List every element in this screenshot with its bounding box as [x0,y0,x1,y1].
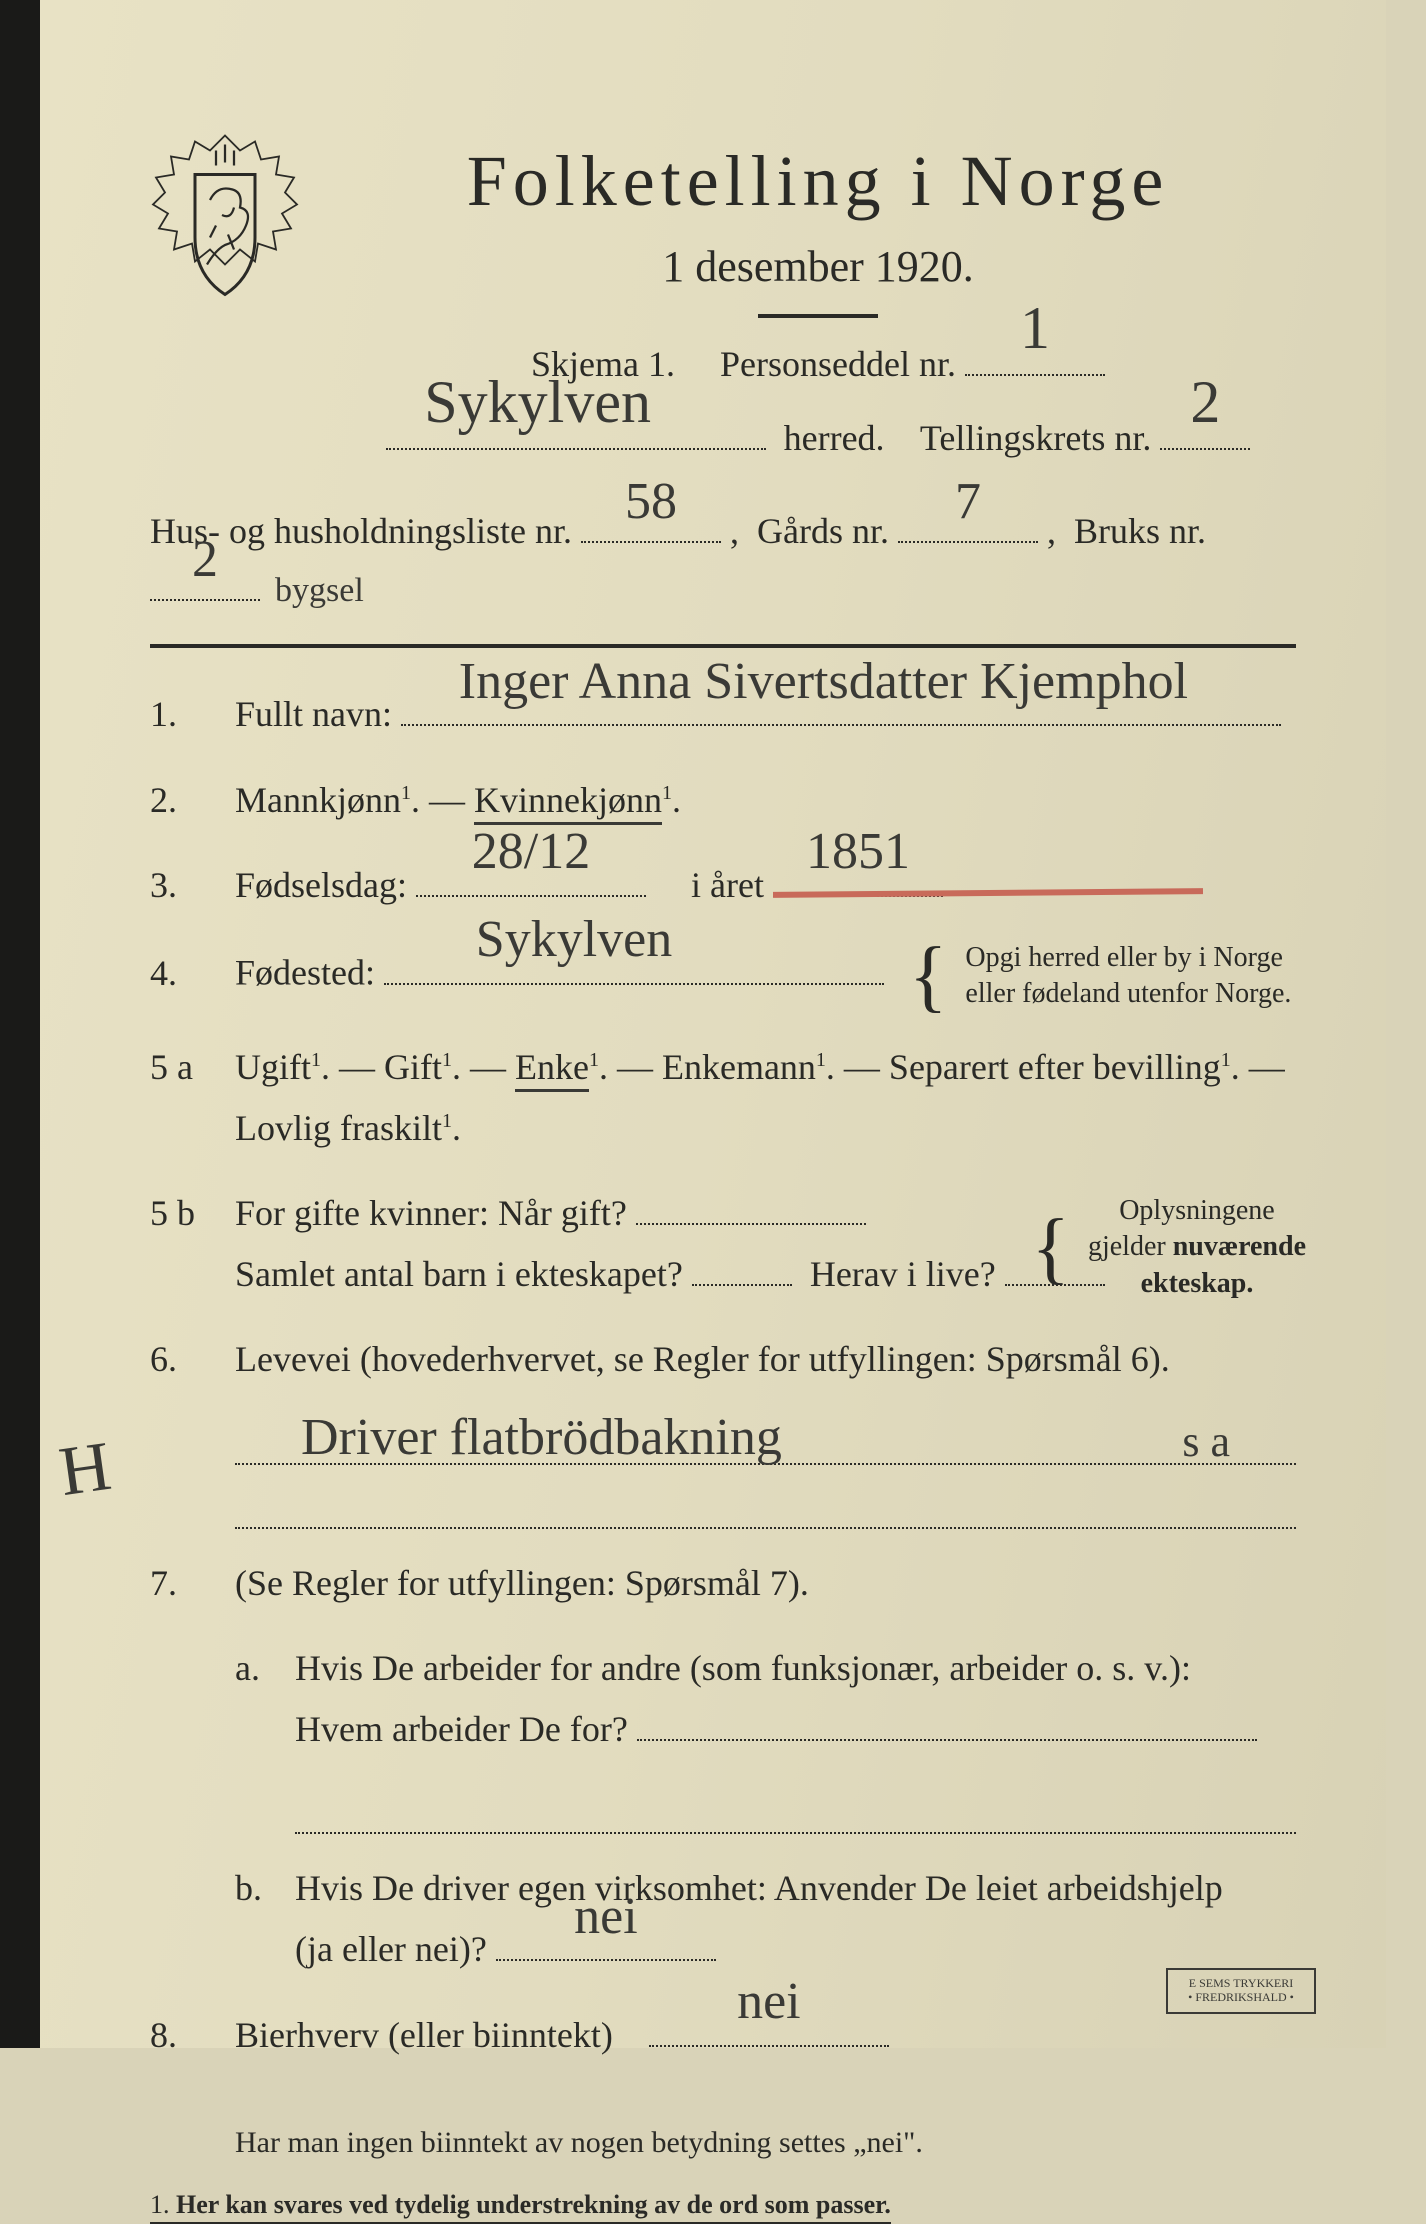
q5a: 5 a Ugift1. — Gift1. — Enke1. — Enkemann… [150,1037,1296,1159]
q1-label: Fullt navn: [235,694,392,734]
q2-num: 2. [150,770,235,831]
q5b-num: 5 b [150,1183,235,1244]
q4-note: Opgi herred eller by i Norge eller fødel… [965,940,1291,1013]
q2: 2. Mannkjønn1. — Kvinnekjønn1. [150,770,1296,831]
bruks-value: 2 [186,518,224,601]
q8-value: nei [731,1958,807,2046]
bruks-label: Bruks nr. [1074,511,1206,551]
q4-label: Fødested: [235,953,375,993]
footer-note: Har man ingen biinntekt av nogen betydni… [235,2126,1296,2160]
q3-year-label: i året [691,865,764,905]
q6-label: Levevei (hovederhvervet, se Regler for u… [235,1339,1170,1379]
personseddel-label: Personseddel nr. [720,344,956,384]
q4-value: Sykylven [470,896,678,984]
q6: 6. Levevei (hovederhvervet, se Regler fo… [150,1329,1296,1390]
q5b-label1: For gifte kvinner: Når gift? [235,1193,627,1233]
gards-value: 7 [949,460,987,543]
subtitle: 1 desember 1920. [340,241,1296,292]
herred-label: herred. [784,418,885,458]
q5b-label2: Samlet antal barn i ekteskapet? [235,1254,683,1294]
brace-icon: { [909,944,947,1008]
q5a-enkemann: Enkemann [662,1047,816,1087]
census-form-page: Folketelling i Norge 1 desember 1920. Sk… [40,0,1386,2048]
q7-num: 7. [150,1553,235,1614]
q4-num: 4. [150,943,235,1004]
q7a-label2: Hvem arbeider De for? [295,1709,628,1749]
q6-blank-line [235,1479,1296,1529]
q7a-label1: Hvis De arbeider for andre (som funksjon… [295,1648,1191,1688]
q6-num: 6. [150,1329,235,1390]
q1-num: 1. [150,684,235,745]
coat-of-arms-icon [150,130,300,330]
q5a-fraskilt: Lovlig fraskilt [235,1108,442,1148]
q7a-blank-line [295,1784,1296,1834]
q7b-label1: Hvis De driver egen virksomhet: Anvender… [295,1868,1223,1908]
tellingskrets-label: Tellingskrets nr. [920,418,1151,458]
q7a: a. Hvis De arbeider for andre (som funks… [235,1638,1296,1760]
gards-label: Gårds nr. [757,511,889,551]
scan-edge [0,0,40,2048]
main-title: Folketelling i Norge [340,140,1296,223]
q1: 1. Fullt navn: Inger Anna Sivertsdatter … [150,684,1296,745]
q8: 8. Bierhverv (eller biinntekt) nei [150,2005,1296,2066]
q3-label: Fødselsdag: [235,865,407,905]
q7a-num: a. [235,1638,295,1699]
q4: 4. Fødested: Sykylven { Opgi herred elle… [150,940,1296,1013]
q1-value: Inger Anna Sivertsdatter Kjemphol [453,638,1194,726]
q7-label: (Se Regler for utfyllingen: Spørsmål 7). [235,1563,809,1603]
q5a-ugift: Ugift [235,1047,311,1087]
husliste-value: 58 [619,460,683,543]
q5b-label3: Herav i live? [810,1254,996,1294]
q5a-enke: Enke [515,1047,589,1092]
tellingskrets-value: 2 [1184,354,1226,450]
q6-answer-line: Driver flatbrödbakning s a [235,1415,1296,1465]
q7b-value: nei [568,1873,644,1961]
personseddel-value: 1 [1014,280,1056,376]
bruks-note: bygsel [269,564,370,618]
herred-line: Sykylven herred. Tellingskrets nr. 2 [340,410,1296,468]
margin-mark: H [55,1427,116,1513]
q8-label: Bierhverv (eller biinntekt) [235,2015,613,2055]
husliste-line: Hus- og husholdningsliste nr. 58 , Gårds… [150,503,1296,618]
q7b-num: b. [235,1858,295,1919]
header: Folketelling i Norge 1 desember 1920. Sk… [150,130,1296,483]
footer-rule: 1. Her kan svares ved tydelig understrek… [150,2190,891,2224]
q3-num: 3. [150,855,235,916]
q6-suffix: s a [1176,1416,1236,1467]
printer-stamp: E SEMS TRYKKERI • FREDRIKSHALD • [1166,1968,1316,2014]
q3-day: 28/12 [466,808,596,896]
q8-num: 8. [150,2005,235,2066]
q5b: 5 b For gifte kvinner: Når gift? { Oplys… [150,1183,1296,1305]
q5b-note: Oplysningene gjelder gjelder nuværendenu… [1088,1193,1306,1302]
q5a-num: 5 a [150,1037,235,1098]
q5a-separert: Separert efter bevilling [889,1047,1221,1087]
q2-mann: Mannkjønn [235,780,401,820]
q7: 7. (Se Regler for utfyllingen: Spørsmål … [150,1553,1296,1614]
q6-value: Driver flatbrödbakning [295,1408,788,1467]
divider [758,314,878,318]
q7b-label2: (ja eller nei)? [295,1929,487,1969]
herred-value: Sykylven [418,354,657,450]
title-block: Folketelling i Norge 1 desember 1920. Sk… [340,130,1296,483]
q3-year: 1851 [800,808,916,896]
q5a-gift: Gift [384,1047,442,1087]
q3: 3. Fødselsdag: 28/12 i året 1851 [150,855,1296,916]
